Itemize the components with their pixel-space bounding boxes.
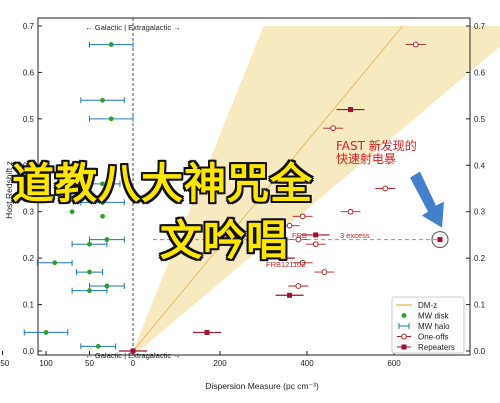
dm-z-line (132, 25, 404, 352)
repeater-point (313, 232, 319, 238)
overlay-text-line2: 文吟唱 (160, 216, 290, 265)
x-tick-label: 600 (387, 359, 401, 368)
mw-disk-point (95, 343, 101, 349)
one-off-point (347, 208, 354, 215)
mw-disk-point (69, 209, 75, 215)
one-off-point (382, 185, 389, 192)
mw-disk-point (87, 288, 92, 294)
x-tick-label: 0 (131, 359, 136, 368)
y-tick-label-left: 0.4 (23, 161, 35, 170)
mw-disk-point (87, 241, 92, 247)
repeater-point (204, 329, 210, 335)
legend-label: MW disk (418, 312, 450, 321)
fast-annotation: FAST 新发现的 快速射电暴 (336, 140, 417, 166)
legend-marker-one-offs (401, 333, 407, 340)
repeater-point (287, 292, 293, 298)
data-layer (23, 41, 449, 354)
mw-disk-point (108, 42, 114, 47)
y-tick-label-left: 0.3 (23, 208, 35, 217)
y-tick-label-right: 0.0 (474, 347, 486, 356)
legend-label: One-offs (418, 333, 449, 342)
mw-disk-point (100, 213, 105, 219)
y-tick-label-right: 0.6 (474, 68, 486, 77)
y-tick-label-right: 0.7 (474, 22, 486, 31)
legend-marker-mw-disk (401, 313, 407, 318)
legend-marker-repeaters (401, 344, 407, 350)
y-tick-label-right: 0.2 (474, 254, 486, 263)
annotation-bottom: ← Galactic | Extragalactic → (85, 351, 180, 360)
plot-frame (37, 17, 471, 356)
repeater-point (130, 348, 136, 354)
mw-disk-point (104, 283, 110, 289)
y-tick-label-left: 0.0 (23, 347, 35, 356)
fast-annotation-line2: 快速射电暴 (336, 152, 397, 166)
mw-disk-point (104, 237, 110, 242)
dm-z-band-layer (132, 25, 500, 352)
one-off-point (412, 41, 419, 48)
y-tick-label-right: 0.5 (474, 115, 486, 124)
y-tick-label-left: 0.7 (23, 22, 35, 31)
repeater-point (348, 107, 353, 113)
annotation-top: ← Galactic | Extragalactic → (85, 23, 180, 32)
y-tick-label-left: 0.1 (23, 301, 35, 310)
overlay-text-line1: 道教八大神咒全 (12, 159, 314, 208)
y-tick-label-right: 0.4 (474, 161, 486, 170)
x-tick-label: 100 (39, 359, 53, 368)
one-off-point (321, 269, 328, 275)
y-tick-label-left: 0.6 (23, 68, 35, 77)
mw-disk-point (108, 116, 114, 122)
one-off-point (312, 241, 319, 248)
x-tick-label: 50 (85, 359, 94, 368)
legend-label: DM-z (418, 301, 437, 310)
mw-disk-point (43, 330, 49, 335)
mw-disk-point (100, 200, 105, 205)
x-tick-label: 200 (213, 359, 227, 368)
x-tick-label: 150 (0, 359, 10, 368)
fast-annotation-line1: FAST 新发现的 (336, 139, 417, 153)
pointer-arrow (410, 171, 444, 228)
one-off-point (286, 222, 293, 229)
mw-disk-point (100, 181, 105, 187)
one-off-point (295, 283, 302, 289)
excess-label-prefix: FRB (292, 231, 307, 240)
dm-z-band (133, 26, 500, 351)
axes-layer: 0.0 0.0 0.1 0.1 0.2 0.2 0.3 0.3 0.4 0.4 0.5 0.5 0.6 0… (0, 17, 486, 368)
mw-disk-point (100, 97, 105, 103)
one-off-point (299, 259, 306, 266)
legend-label: Repeaters (418, 343, 455, 352)
x-tick-label: 400 (300, 359, 314, 368)
highlight-circle (431, 231, 449, 249)
mw-disk-point (52, 260, 58, 266)
y-tick-label-right: 0.3 (474, 208, 486, 217)
highlight-point (437, 237, 443, 243)
one-off-point (299, 213, 306, 220)
x-axis-label: Dispersion Measure (pc cm⁻³) (205, 381, 319, 391)
legend-label: MW halo (418, 322, 450, 331)
repeater-point (278, 255, 284, 261)
mw-disk-point (87, 269, 92, 275)
frb-label: FRB121102 (266, 260, 305, 269)
legend-box (391, 296, 465, 354)
one-off-point (330, 125, 337, 132)
excess-label-suffix: 3 excess (340, 231, 370, 240)
y-tick-label-left: 0.2 (23, 254, 35, 263)
y-tick-label-right: 0.1 (474, 301, 486, 310)
y-axis-label: Host Redshift z (4, 161, 14, 219)
y-tick-label-left: 0.5 (23, 115, 35, 124)
